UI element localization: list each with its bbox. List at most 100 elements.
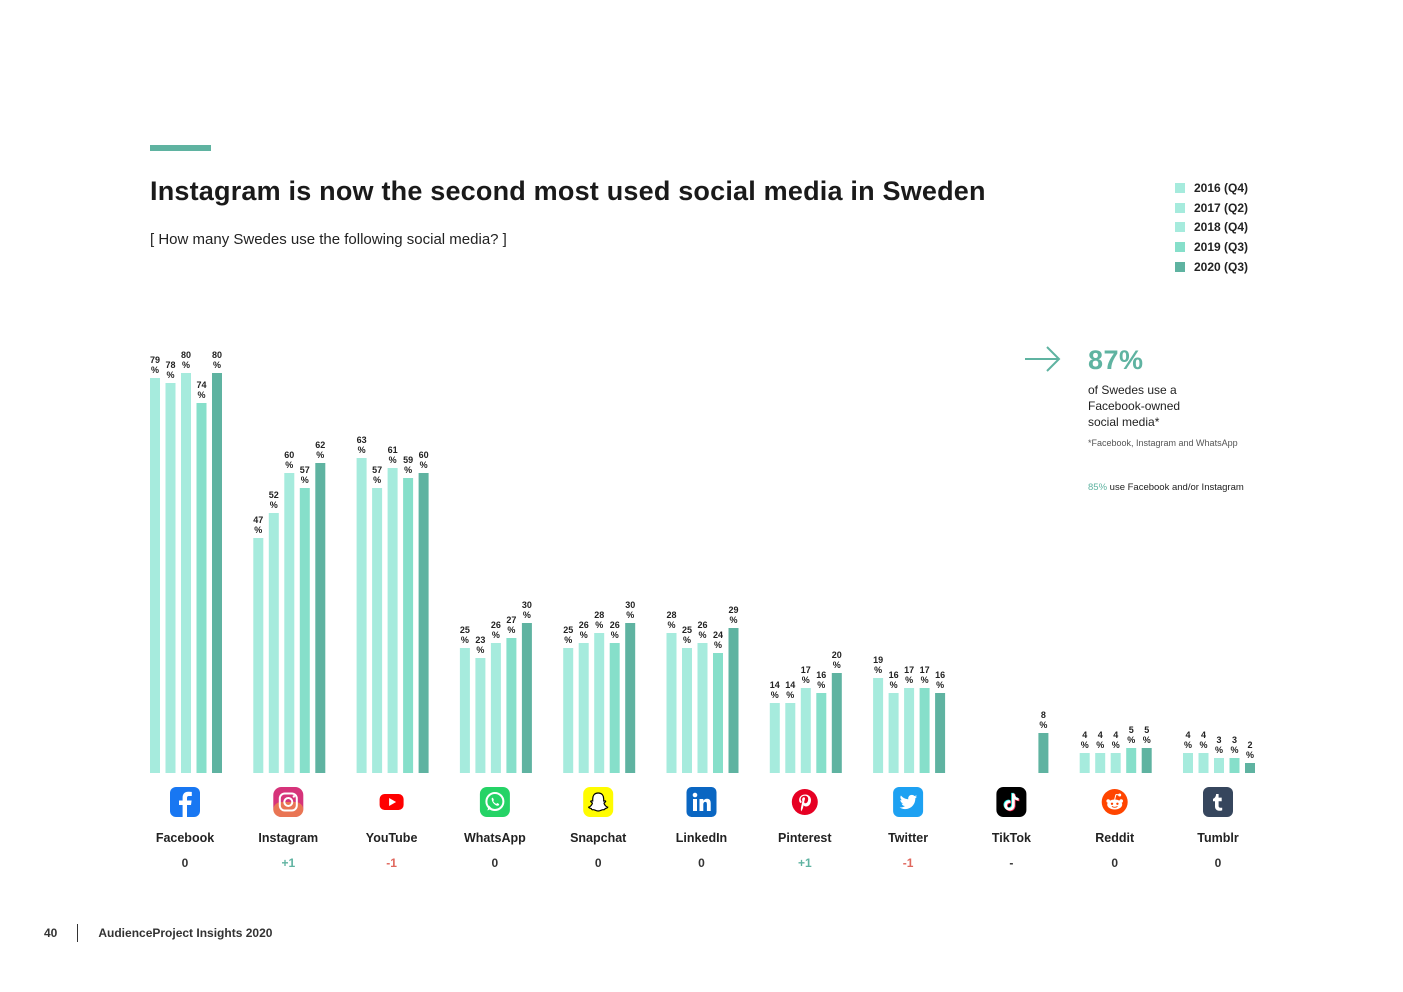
bar-value-label: 23 [475,635,485,645]
category-label: Instagram [258,831,318,845]
callout-note-percentage: 85% [1088,482,1108,493]
whatsapp-icon [479,787,510,817]
bar-value-label: 59 [403,455,413,465]
bar-unit-label: % [667,620,675,630]
bar [1110,753,1121,773]
bar [1038,733,1049,773]
footer-divider [77,924,79,942]
bar-unit-label: % [404,465,412,475]
bar-unit-label: % [921,675,929,685]
bar-unit-label: % [1096,740,1104,750]
linkedin-icon [686,787,717,817]
legend-item: 2019 (Q3) [1175,237,1248,257]
bar-unit-label: % [461,635,469,645]
change-label: 0 [182,856,189,870]
change-label: 0 [595,856,602,870]
bar [150,378,160,773]
bar-value-label: 19 [873,655,883,665]
bar [697,643,708,773]
bar-value-label: 29 [728,605,738,615]
bar [1198,753,1209,773]
bar [181,373,191,773]
bar-value-label: 80 [212,350,222,360]
pinterest-icon [791,789,818,815]
bar-value-label: 28 [594,610,604,620]
callout-footnote: *Facebook, Instagram and WhatsApp [1088,438,1238,448]
bar [666,633,677,773]
bar-value-label: 8 [1041,710,1046,720]
bar-value-label: 80 [181,350,191,360]
accent-rule [150,145,211,151]
page-number: 40 [44,926,58,940]
bar [831,673,842,773]
bar-unit-label: % [564,635,572,645]
bar [372,488,383,773]
bar-unit-label: % [714,640,722,650]
change-label: -1 [386,856,397,870]
bar-value-label: 25 [563,625,573,635]
bar-value-label: 3 [1216,735,1221,745]
bar-unit-label: % [1230,745,1238,755]
bar [713,653,723,773]
bar-unit-label: % [254,525,262,535]
bar-unit-label: % [1112,740,1120,750]
twitter-icon [893,787,924,817]
category-label: Pinterest [778,831,832,845]
snapchat-icon [583,787,614,817]
bar-value-label: 4 [1185,730,1190,740]
bar-value-label: 3 [1232,735,1237,745]
bar [1126,748,1137,773]
bar-value-label: 27 [506,615,516,625]
bar [196,403,207,773]
legend-label: 2019 (Q3) [1194,240,1249,255]
reddit-icon [1101,789,1128,815]
legend-label: 2020 (Q3) [1194,260,1249,275]
bar [1095,753,1106,773]
legend-label: 2017 (Q2) [1194,200,1249,215]
footer: 40 AudienceProject Insights 2020 [44,924,272,942]
bar-value-label: 60 [419,450,429,460]
legend-swatch [1175,182,1185,193]
chart-legend: 2016 (Q4) 2017 (Q2) 2018 (Q4) 2019 (Q3) … [1175,178,1248,277]
bar-unit-label: % [729,615,737,625]
bar-value-label: 4 [1082,730,1087,740]
page-title: Instagram is now the second most used so… [150,176,986,206]
category-label: TikTok [992,831,1031,845]
bar-value-label: 79 [150,355,160,365]
bar [594,633,605,773]
bar [315,463,326,773]
bar-unit-label: % [197,390,205,400]
bar [1079,753,1090,773]
bar-unit-label: % [580,630,588,640]
bar [356,458,367,773]
bar-value-label: 26 [610,620,620,630]
category-label: Twitter [888,831,928,845]
change-label: 0 [1215,856,1222,870]
publication-name: AudienceProject Insights 2020 [98,926,273,940]
change-label: 0 [1111,856,1118,870]
callout-note-text: use Facebook and/or Instagram [1109,482,1244,493]
bar [212,373,222,773]
bar-value-label: 16 [889,670,899,680]
bar-value-label: 17 [920,665,930,675]
callout-percentage: 87% [1088,345,1144,375]
bar-value-label: 5 [1144,725,1149,735]
bar-unit-label: % [936,680,944,690]
change-label: 0 [698,856,705,870]
youtube-icon [379,794,404,810]
bar-unit-label: % [270,500,278,510]
bar-unit-label: % [358,445,366,455]
bar-unit-label: % [833,660,841,670]
bar [609,643,620,773]
legend-item: 2020 (Q3) [1175,257,1248,277]
bar-value-label: 57 [300,465,310,475]
legend-item: 2017 (Q2) [1175,198,1248,218]
arrow-right-icon [1025,346,1061,372]
bar-unit-label: % [492,630,500,640]
bar-value-label: 24 [713,630,723,640]
legend-swatch [1175,222,1185,233]
bar-unit-label: % [373,475,381,485]
bar-value-label: 14 [785,680,795,690]
bar-value-label: 5 [1129,725,1134,735]
bar-value-label: 2 [1247,740,1252,750]
